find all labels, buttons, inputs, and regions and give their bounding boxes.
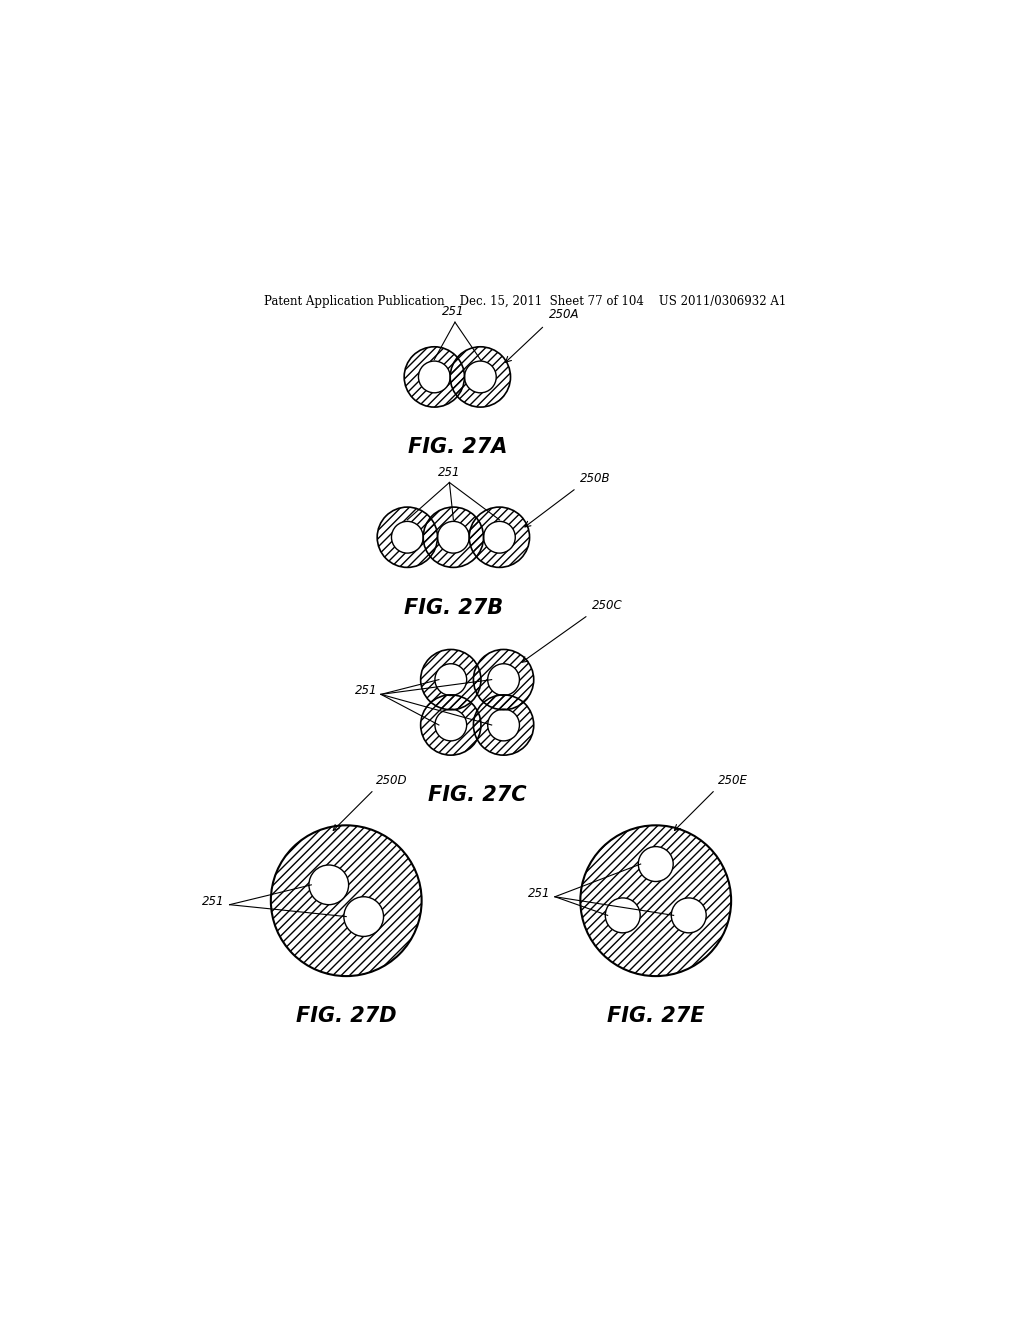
Circle shape (344, 896, 384, 936)
Text: 250D: 250D (377, 775, 408, 787)
Circle shape (419, 362, 451, 393)
Circle shape (451, 347, 511, 407)
Text: 251: 251 (527, 887, 550, 900)
Circle shape (435, 709, 467, 741)
Text: 250B: 250B (581, 471, 611, 484)
Text: FIG. 27A: FIG. 27A (408, 437, 507, 457)
Circle shape (487, 664, 519, 696)
Text: FIG. 27C: FIG. 27C (428, 785, 526, 805)
Text: Patent Application Publication    Dec. 15, 2011  Sheet 77 of 104    US 2011/0306: Patent Application Publication Dec. 15, … (263, 296, 786, 308)
Text: 251: 251 (442, 305, 465, 318)
Circle shape (638, 846, 673, 882)
Circle shape (483, 521, 515, 553)
Circle shape (435, 664, 467, 696)
Circle shape (391, 521, 423, 553)
Text: 250A: 250A (549, 309, 580, 321)
Text: 251: 251 (438, 466, 461, 479)
Text: 251: 251 (354, 684, 377, 697)
Text: FIG. 27B: FIG. 27B (403, 598, 503, 618)
Circle shape (672, 898, 707, 933)
Text: FIG. 27E: FIG. 27E (607, 1006, 705, 1026)
Circle shape (377, 507, 437, 568)
Circle shape (404, 347, 465, 407)
Circle shape (270, 825, 422, 975)
Circle shape (421, 649, 481, 710)
Circle shape (309, 865, 348, 904)
Circle shape (465, 362, 497, 393)
Text: 251: 251 (203, 895, 225, 908)
Text: FIG. 27D: FIG. 27D (296, 1006, 396, 1026)
Text: 250C: 250C (592, 599, 623, 612)
Circle shape (605, 898, 640, 933)
Circle shape (437, 521, 469, 553)
Text: 250E: 250E (718, 775, 748, 787)
Circle shape (581, 825, 731, 975)
Circle shape (421, 694, 481, 755)
Circle shape (473, 649, 534, 710)
Circle shape (423, 507, 483, 568)
Circle shape (469, 507, 529, 568)
Circle shape (473, 694, 534, 755)
Circle shape (487, 709, 519, 741)
